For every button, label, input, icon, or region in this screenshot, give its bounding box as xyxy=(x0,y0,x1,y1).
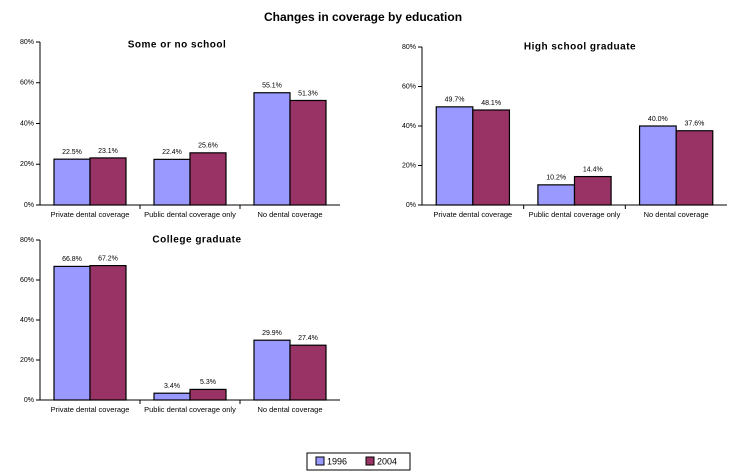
bar xyxy=(472,109,511,206)
bar xyxy=(53,265,91,401)
value-label: 67.2% xyxy=(98,255,118,262)
legend-label: 1996 xyxy=(327,456,347,466)
x-tick-label: No dental coverage xyxy=(257,405,322,414)
bar xyxy=(638,125,677,206)
bar xyxy=(153,392,191,401)
value-label: 23.1% xyxy=(98,148,118,155)
x-tick-label: Private dental coverage xyxy=(51,210,130,219)
bar xyxy=(253,92,291,206)
value-label: 5.3% xyxy=(200,379,216,386)
x-tick-label: Public dental coverage only xyxy=(529,210,621,219)
page-title: Changes in coverage by education xyxy=(264,10,462,24)
value-label: 37.6% xyxy=(685,121,705,128)
x-tick-label: Public dental coverage only xyxy=(144,210,236,219)
y-tick-label: 60% xyxy=(20,80,34,87)
legend-label: 2004 xyxy=(377,456,397,466)
y-tick-label: 80% xyxy=(20,237,34,244)
y-tick-label: 20% xyxy=(20,357,34,364)
y-tick-label: 20% xyxy=(20,161,34,168)
value-label: 27.4% xyxy=(298,335,318,342)
x-tick-label: No dental coverage xyxy=(644,210,709,219)
y-tick-label: 40% xyxy=(20,317,34,324)
value-label: 66.8% xyxy=(62,256,82,263)
y-tick-label: 60% xyxy=(402,83,416,90)
bar xyxy=(153,158,191,206)
y-tick-label: 40% xyxy=(402,123,416,130)
y-tick-label: 40% xyxy=(20,120,34,127)
x-tick-label: Public dental coverage only xyxy=(144,405,236,414)
y-tick-label: 20% xyxy=(402,162,416,169)
x-tick-label: Private dental coverage xyxy=(433,210,512,219)
bar xyxy=(189,388,227,401)
value-label: 49.7% xyxy=(445,97,465,104)
value-label: 40.0% xyxy=(648,116,668,123)
bar xyxy=(289,99,327,206)
bar xyxy=(253,339,291,401)
x-tick-label: No dental coverage xyxy=(257,210,322,219)
value-label: 51.3% xyxy=(298,90,318,97)
bar xyxy=(289,344,327,401)
legend-swatch xyxy=(365,456,375,466)
y-tick-label: 0% xyxy=(24,397,34,404)
x-tick-label: Private dental coverage xyxy=(51,405,130,414)
y-tick-label: 0% xyxy=(406,202,416,209)
value-label: 48.1% xyxy=(481,100,501,107)
bar xyxy=(89,157,127,206)
value-label: 55.1% xyxy=(262,83,282,90)
bar xyxy=(573,175,612,206)
chart-title: High school graduate xyxy=(524,42,636,53)
value-label: 25.6% xyxy=(198,143,218,150)
value-label: 29.9% xyxy=(262,330,282,337)
legend-swatch xyxy=(315,456,325,466)
bar xyxy=(53,158,91,206)
y-tick-label: 60% xyxy=(20,277,34,284)
chart-title: College graduate xyxy=(152,235,241,246)
value-label: 14.4% xyxy=(583,166,603,173)
bar xyxy=(189,152,227,206)
value-label: 10.2% xyxy=(546,175,566,182)
y-tick-label: 80% xyxy=(20,39,34,46)
value-label: 22.5% xyxy=(62,149,82,156)
y-tick-label: 0% xyxy=(24,202,34,209)
y-tick-label: 80% xyxy=(402,44,416,51)
bar xyxy=(675,130,714,206)
legend-box xyxy=(306,452,411,471)
bar xyxy=(537,184,576,206)
value-label: 22.4% xyxy=(162,149,182,156)
chart-title: Some or no school xyxy=(128,40,227,51)
bar xyxy=(89,265,127,401)
bar xyxy=(435,106,474,206)
value-label: 3.4% xyxy=(164,383,180,390)
